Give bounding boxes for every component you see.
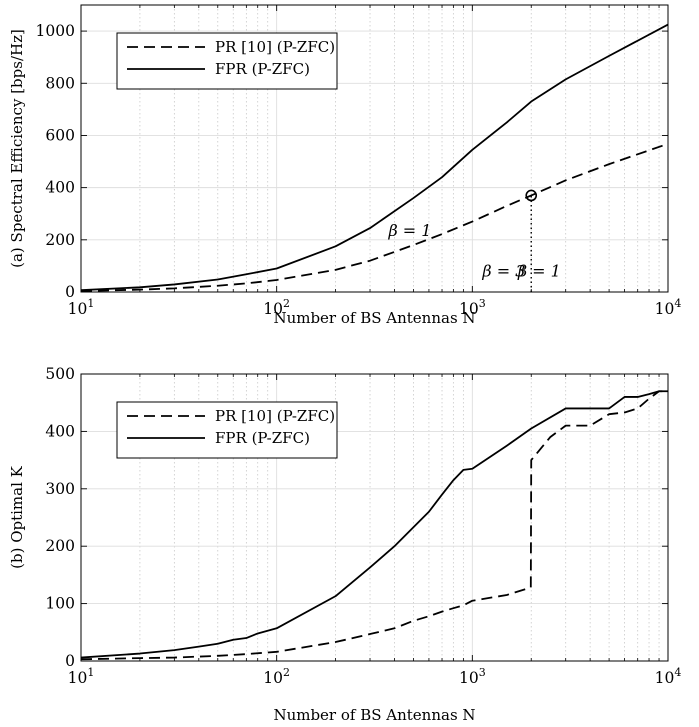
series-line-pr	[80, 142, 669, 292]
x-tick-label: 103	[459, 666, 486, 687]
y-tick-label: 800	[45, 74, 75, 92]
x-axis-label: Number of BS Antennas N	[273, 706, 475, 724]
x-tick-label: 101	[68, 297, 95, 318]
axes-frame	[80, 4, 669, 293]
legend-entry-label: PR [10] (P-ZFC)	[215, 38, 335, 56]
x-tick-label-base: 10	[263, 669, 283, 687]
x-tick-label-exponent: 3	[479, 666, 486, 679]
x-tick-label-exponent: 2	[283, 666, 290, 679]
axes-frame	[80, 373, 669, 662]
y-tick-label: 200	[45, 537, 75, 555]
legend-box	[116, 401, 338, 459]
x-tick-label-exponent: 2	[283, 297, 290, 310]
legend-box	[116, 32, 338, 90]
x-tick-label: 104	[655, 666, 682, 687]
y-tick-label: 0	[65, 652, 75, 670]
x-tick-label: 102	[263, 666, 290, 687]
legend: PR [10] (P-ZFC) FPR (P-ZFC)	[116, 32, 338, 90]
x-tick-label: 103	[459, 297, 486, 318]
y-tick-label: 400	[45, 422, 75, 440]
legend-entry-label: FPR (P-ZFC)	[215, 60, 310, 78]
y-tick-label: 500	[45, 365, 75, 383]
x-tick-label-base: 10	[655, 300, 675, 318]
x-tick-label-base: 10	[655, 669, 675, 687]
circle-marker	[525, 189, 538, 202]
x-tick-label: 101	[68, 666, 95, 687]
annotation: β = 3	[481, 261, 525, 280]
y-tick-label: 400	[45, 179, 75, 197]
y-tick-label: 0	[65, 283, 75, 301]
x-axis-label: Number of BS Antennas N	[273, 309, 475, 327]
x-tick-label-exponent: 3	[479, 297, 486, 310]
series-line-fpr	[80, 390, 668, 659]
x-tick-label-base: 10	[68, 300, 88, 318]
x-tick-label: 102	[263, 297, 290, 318]
series-line-pr	[80, 390, 668, 661]
legend-entry-label: PR [10] (P-ZFC)	[215, 407, 335, 425]
annotation: β = 1	[387, 221, 431, 240]
x-tick-label-exponent: 1	[87, 297, 94, 310]
y-tick-label: 1000	[36, 22, 75, 40]
y-tick-label: 100	[45, 595, 75, 613]
series-line-fpr	[80, 23, 669, 292]
y-tick-label: 600	[45, 126, 75, 144]
x-tick-label-base: 10	[68, 669, 88, 687]
x-tick-label-base: 10	[263, 300, 283, 318]
x-tick-label: 104	[655, 297, 682, 318]
x-tick-label-exponent: 4	[674, 297, 681, 310]
y-axis-label: (b) Optimal K	[8, 465, 26, 569]
y-axis-label: (a) Spectral Efficiency [bps/Hz]	[8, 29, 26, 268]
legend-entry-label: FPR (P-ZFC)	[215, 429, 310, 447]
x-tick-label-base: 10	[459, 300, 479, 318]
legend: PR [10] (P-ZFC) FPR (P-ZFC)	[116, 401, 338, 459]
x-tick-label-exponent: 4	[674, 666, 681, 679]
x-tick-label-exponent: 1	[87, 666, 94, 679]
y-tick-label: 300	[45, 480, 75, 498]
y-tick-label: 200	[45, 231, 75, 249]
x-tick-label-base: 10	[459, 669, 479, 687]
annotation: β = 1	[517, 261, 561, 280]
